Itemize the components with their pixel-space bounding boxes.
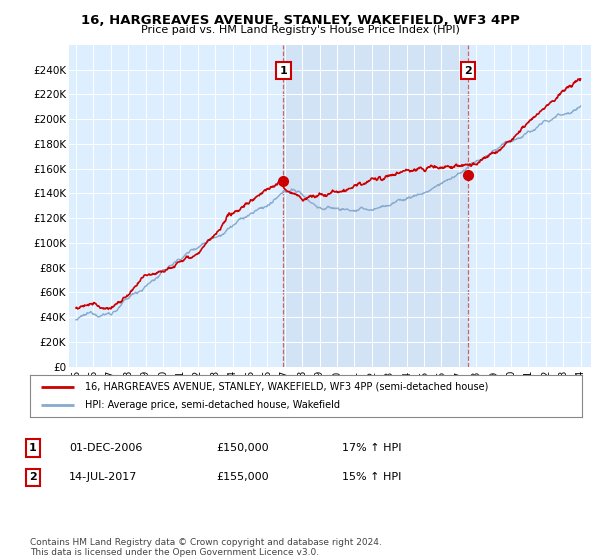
Text: Price paid vs. HM Land Registry's House Price Index (HPI): Price paid vs. HM Land Registry's House … [140, 25, 460, 35]
Text: 17% ↑ HPI: 17% ↑ HPI [342, 443, 401, 453]
Text: 01-DEC-2006: 01-DEC-2006 [69, 443, 142, 453]
Text: HPI: Average price, semi-detached house, Wakefield: HPI: Average price, semi-detached house,… [85, 400, 340, 410]
Text: 16, HARGREAVES AVENUE, STANLEY, WAKEFIELD, WF3 4PP (semi-detached house): 16, HARGREAVES AVENUE, STANLEY, WAKEFIEL… [85, 382, 488, 392]
Text: Contains HM Land Registry data © Crown copyright and database right 2024.
This d: Contains HM Land Registry data © Crown c… [30, 538, 382, 557]
Bar [283, 45, 468, 367]
Text: 14-JUL-2017: 14-JUL-2017 [69, 472, 137, 482]
Text: 15% ↑ HPI: 15% ↑ HPI [342, 472, 401, 482]
Text: 16, HARGREAVES AVENUE, STANLEY, WAKEFIELD, WF3 4PP: 16, HARGREAVES AVENUE, STANLEY, WAKEFIEL… [80, 14, 520, 27]
Text: £155,000: £155,000 [216, 472, 269, 482]
Text: 1: 1 [29, 443, 37, 453]
Text: 1: 1 [280, 66, 287, 76]
Text: £150,000: £150,000 [216, 443, 269, 453]
Text: 2: 2 [29, 472, 37, 482]
Text: 2: 2 [464, 66, 472, 76]
